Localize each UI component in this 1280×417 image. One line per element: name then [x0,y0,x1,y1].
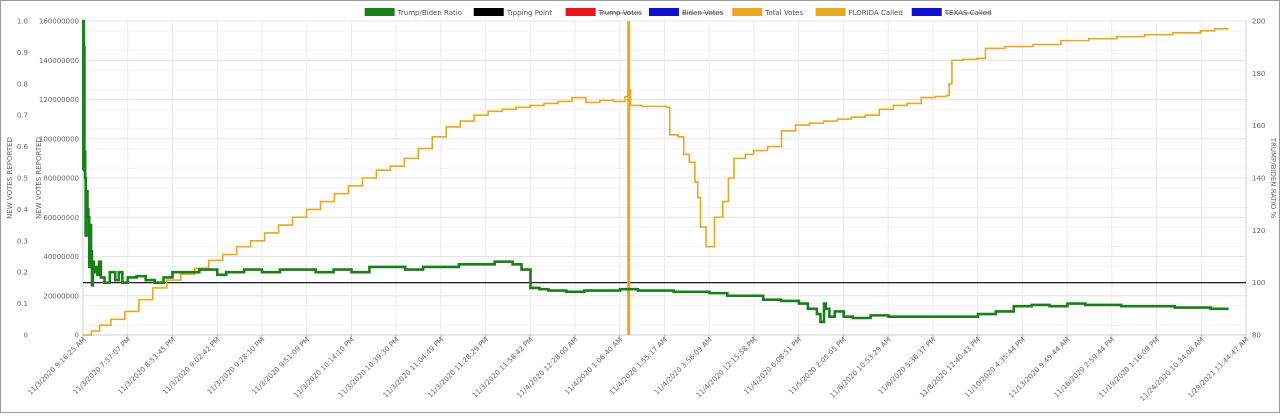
y-axis-right-ticks: 80 100 120 140 160 180 200 [1252,18,1265,340]
y-outer-tick-label: 0.8 [17,80,28,88]
legend-label: Total Votes [764,9,803,17]
y-outer-tick-label: 0.5 [17,175,28,183]
y-outer-tick-label: 0 [24,332,28,340]
y-outer-tick-label: 0.6 [17,143,29,151]
legend[interactable]: Trump/Biden Ratio Tipping Point Trump Vote… [364,8,992,17]
gridlines [82,20,1247,336]
legend-label: Trump Votes [598,9,643,17]
legend-label: Biden Votes [682,9,724,17]
legend-item[interactable]: Total Votes [732,8,803,17]
y-axis-right-title: TRUMP/BIDEN RATIO % [1269,137,1277,219]
legend-label: TEXAS Called [944,9,992,17]
y-axis-outer-ticks: 0 0.1 0.2 0.3 0.4 0.5 0.6 0.7 0.8 0.9 1.0 [17,18,29,340]
legend-item[interactable]: Trump Votes [565,8,643,17]
y-outer-tick-label: 0.4 [17,206,29,214]
legend-label: Tipping Point [506,9,553,17]
legend-swatch [911,8,942,16]
y-outer-tick-label: 0.9 [17,49,28,57]
y-right-tick-label: 120 [1252,227,1265,235]
legend-swatch [732,8,763,16]
y-outer-tick-label: 0.2 [17,269,28,277]
legend-swatch [364,8,395,16]
y-outer-tick-label: 0.3 [17,237,28,245]
legend-label: Trump/Biden Ratio [397,9,462,17]
y-inner-tick-label: 80000000 [43,175,79,183]
y-inner-tick-label: 140000000 [39,57,79,65]
y-outer-tick-label: 1.0 [17,18,28,26]
y-inner-tick-label: 20000000 [43,292,79,300]
y-inner-tick-label: 120000000 [39,96,79,104]
legend-swatch [473,8,504,16]
legend-label: FLORIDA Called [849,9,903,17]
y-inner-tick-label: 0 [75,332,79,340]
y-inner-tick-label: 40000000 [43,253,79,261]
y-outer-tick-label: 0.7 [17,112,28,120]
y-right-tick-label: 200 [1252,18,1265,26]
y-inner-tick-label: 100000000 [39,135,79,143]
y-right-tick-label: 160 [1252,122,1265,130]
legend-item[interactable]: Tipping Point [473,8,553,17]
y-right-tick-label: 100 [1252,279,1265,287]
y-outer-tick-label: 0.1 [17,300,28,308]
legend-swatch [815,8,846,16]
legend-swatch [565,8,596,16]
series-layer [82,19,1246,336]
y-axis-inner-title: NEW VOTES REPORTED [35,137,43,219]
legend-item[interactable]: FLORIDA Called [815,8,903,17]
y-inner-tick-label: 60000000 [43,214,79,222]
y-right-tick-label: 140 [1252,175,1265,183]
total-votes-line [83,28,1229,336]
y-right-tick-label: 80 [1252,332,1261,340]
y-axis-outer-title: NEW VOTES REPORTED [6,137,14,219]
legend-item[interactable]: Biden Votes [648,8,724,17]
trump-biden-ratio-line [82,19,1229,324]
legend-swatch [648,8,679,16]
legend-item[interactable]: TEXAS Called [911,8,992,17]
y-axis-inner-ticks: 0 20000000 40000000 60000000 80000000 1000000… [39,18,79,340]
legend-item[interactable]: Trump/Biden Ratio [364,8,462,17]
y-inner-tick-label: 160000000 [39,18,79,26]
y-right-tick-label: 180 [1252,70,1265,78]
